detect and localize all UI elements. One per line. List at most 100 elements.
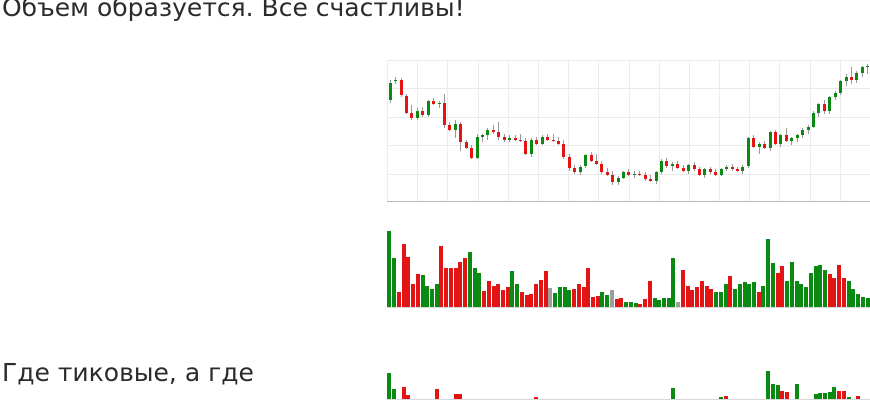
volume-bar bbox=[402, 244, 406, 308]
candle-body bbox=[790, 138, 793, 141]
volume-bar bbox=[747, 284, 751, 308]
volume-bar bbox=[430, 288, 434, 308]
volume-bar bbox=[847, 396, 851, 400]
candle-body bbox=[866, 65, 869, 68]
volume-bar bbox=[719, 292, 723, 308]
volume-bar bbox=[828, 392, 832, 400]
volume-bar bbox=[856, 395, 860, 400]
candle-body bbox=[769, 132, 772, 149]
candle-body bbox=[611, 175, 614, 183]
tick-volume-bar-chart bbox=[387, 357, 870, 400]
candle-body bbox=[703, 169, 706, 175]
volume-bar bbox=[856, 293, 860, 308]
volume-bar bbox=[444, 268, 448, 308]
candle-body bbox=[584, 155, 587, 167]
candle-body bbox=[448, 125, 451, 130]
volume-bar bbox=[695, 287, 699, 308]
volume-bar bbox=[790, 261, 794, 308]
candle-wick bbox=[482, 133, 483, 143]
candle-body bbox=[470, 148, 473, 158]
volume-bar bbox=[558, 287, 562, 308]
price-axis-line bbox=[387, 201, 870, 202]
volume-bar bbox=[605, 295, 609, 308]
volume-bar bbox=[416, 274, 420, 308]
candle-wick bbox=[515, 135, 516, 141]
candle-wick bbox=[553, 133, 554, 143]
candle-wick bbox=[607, 167, 608, 177]
volume-bar bbox=[705, 286, 709, 308]
volume-bar bbox=[643, 299, 647, 308]
candle-body bbox=[665, 160, 668, 167]
volume-bar bbox=[520, 292, 524, 308]
gridline-vertical bbox=[629, 60, 630, 202]
volume-bar bbox=[487, 280, 491, 308]
volume-bar bbox=[548, 288, 552, 308]
volume-bar bbox=[832, 277, 836, 308]
gridline-vertical bbox=[447, 60, 448, 202]
volume-bar bbox=[435, 388, 439, 400]
candle-body bbox=[622, 172, 625, 178]
candle-wick bbox=[439, 101, 440, 109]
volume-bar bbox=[686, 286, 690, 308]
volume-bar bbox=[847, 280, 851, 308]
volume-bar bbox=[572, 288, 576, 308]
volume-bar bbox=[473, 268, 477, 308]
candle-wick bbox=[797, 133, 798, 143]
volume-bar bbox=[619, 298, 623, 308]
candle-body bbox=[736, 169, 739, 171]
candle-body bbox=[741, 166, 744, 171]
candle-body bbox=[465, 142, 468, 149]
volume-bar bbox=[615, 299, 619, 308]
candle-body bbox=[562, 143, 565, 157]
volume-bar bbox=[818, 393, 822, 400]
candle-body bbox=[752, 138, 755, 147]
candle-body bbox=[497, 132, 500, 137]
volume-bar bbox=[719, 396, 723, 400]
candle-body bbox=[660, 160, 663, 173]
volume-bar bbox=[861, 296, 865, 308]
candle-body bbox=[807, 126, 810, 130]
volume-bar bbox=[780, 266, 784, 308]
candle-body bbox=[389, 82, 392, 100]
candle-body bbox=[405, 95, 408, 113]
candle-body bbox=[855, 72, 858, 80]
volume-bar bbox=[492, 286, 496, 308]
volume-bar bbox=[501, 290, 505, 308]
candle-body bbox=[839, 81, 842, 93]
candle-body bbox=[454, 123, 457, 130]
volume-bar bbox=[738, 284, 742, 308]
volume-bar bbox=[387, 373, 391, 400]
volume-bar bbox=[506, 287, 510, 308]
candle-body bbox=[823, 104, 826, 112]
volume-bar bbox=[724, 395, 728, 400]
gridline-vertical bbox=[689, 60, 690, 202]
volume-bar bbox=[837, 264, 841, 308]
candle-wick bbox=[808, 125, 809, 134]
candle-body bbox=[817, 104, 820, 113]
volume-bar bbox=[482, 291, 486, 308]
gridline-vertical bbox=[538, 60, 539, 202]
volume-bar bbox=[818, 264, 822, 308]
volume-bar bbox=[629, 302, 633, 308]
candle-body bbox=[731, 166, 734, 170]
volume-bar bbox=[544, 271, 548, 308]
volume-bar bbox=[515, 284, 519, 308]
volume-bar bbox=[667, 298, 671, 308]
volume-bar bbox=[795, 280, 799, 308]
candle-body bbox=[492, 129, 495, 133]
volume-bar bbox=[700, 280, 704, 308]
volume-bar bbox=[837, 391, 841, 400]
headline-text: Объём образуется. Все счастливы! bbox=[2, 0, 465, 22]
volume-bar bbox=[709, 288, 713, 308]
volume-bar bbox=[406, 256, 410, 308]
volume-bar bbox=[534, 397, 538, 400]
candle-body bbox=[693, 165, 696, 170]
volume-bar bbox=[553, 292, 557, 308]
caption-text: Где тиковые, а где bbox=[2, 358, 254, 387]
candle-body bbox=[546, 136, 549, 140]
volume-bar bbox=[681, 269, 685, 308]
gridline-vertical bbox=[840, 60, 841, 202]
candle-body bbox=[676, 163, 679, 168]
candle-body bbox=[530, 139, 533, 154]
candle-body bbox=[655, 172, 658, 181]
